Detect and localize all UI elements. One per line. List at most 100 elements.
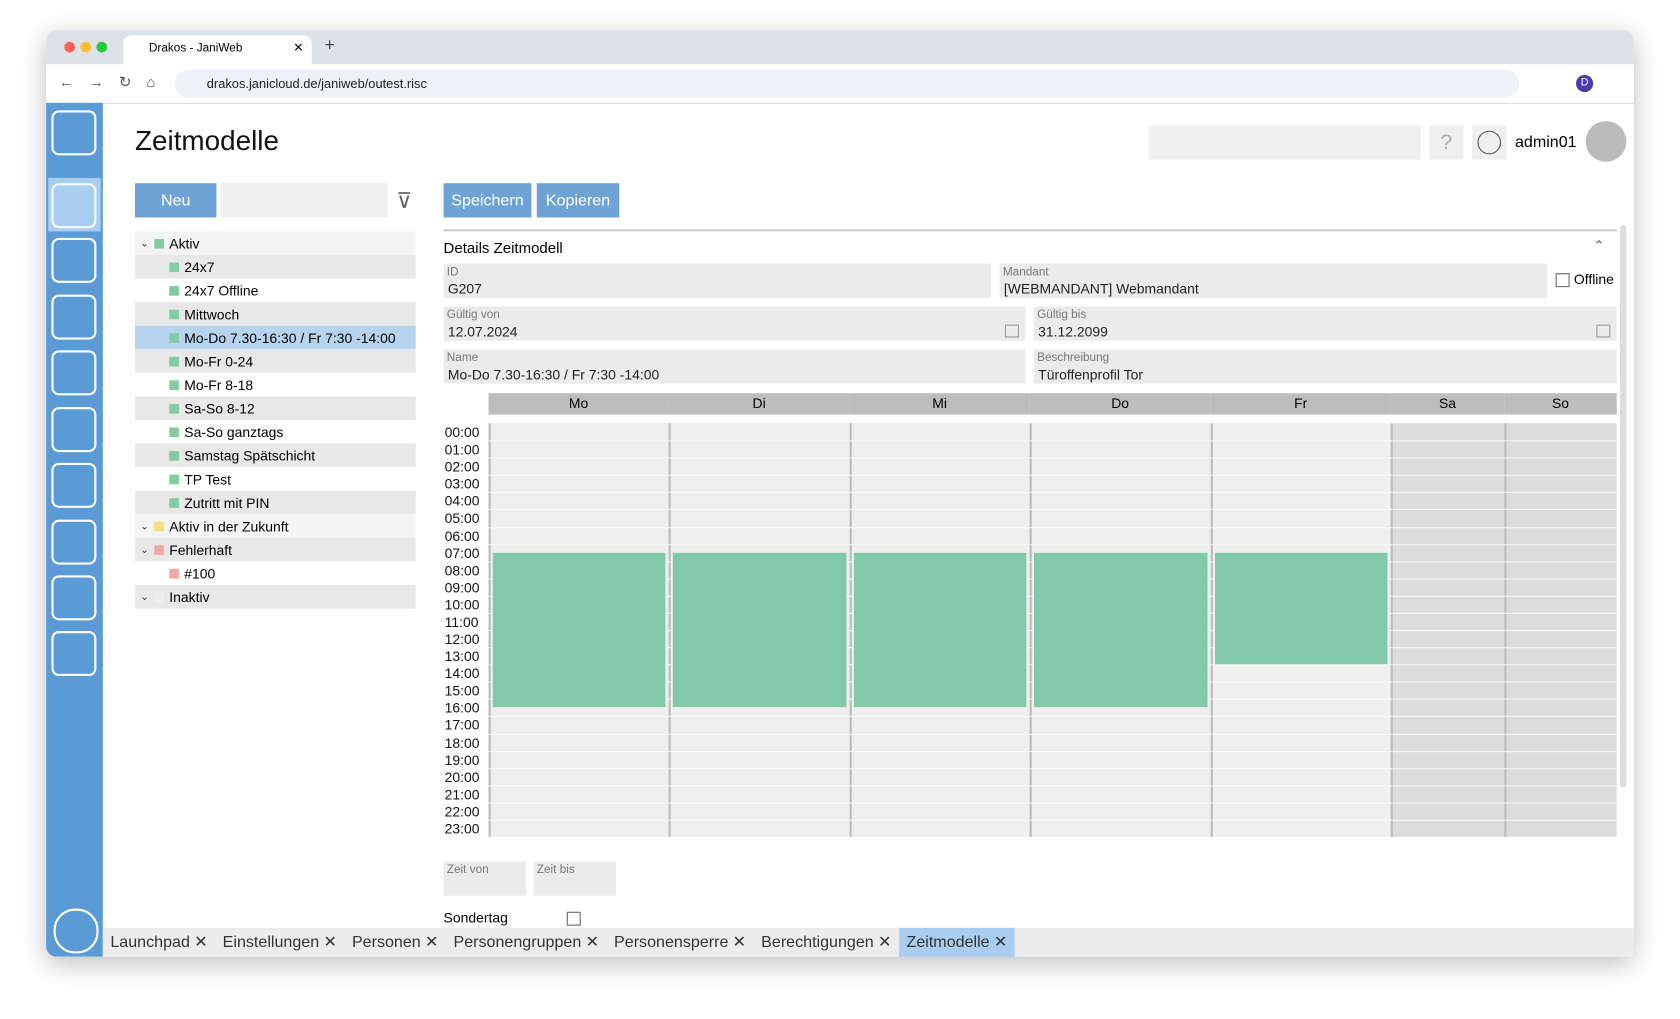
calendar-icon bbox=[1596, 324, 1611, 338]
hour-line bbox=[488, 492, 1617, 494]
day-header: Sa bbox=[1390, 393, 1505, 415]
nav-icon[interactable] bbox=[51, 183, 97, 229]
chevron[interactable]: ⌄ bbox=[140, 237, 150, 250]
special-checkbox[interactable] bbox=[566, 911, 581, 926]
offline-checkbox[interactable] bbox=[1555, 273, 1570, 288]
tree-group[interactable]: ⌄ Aktiv in der Zukunft bbox=[134, 514, 416, 538]
tree-item[interactable]: Sa-So ganztags bbox=[134, 419, 416, 444]
field[interactable]: ID G207 bbox=[443, 263, 992, 298]
tree-item[interactable]: Mo-Do 7.30-16:30 / Fr 7:30 -14:00 bbox=[134, 325, 416, 350]
new-tab[interactable]: + bbox=[324, 36, 335, 55]
tree-item[interactable]: Mittwoch bbox=[134, 302, 416, 326]
min-dot[interactable] bbox=[80, 41, 92, 53]
nav-icon[interactable] bbox=[51, 294, 97, 340]
nav-icon[interactable] bbox=[51, 110, 97, 156]
tab-close[interactable]: ✕ bbox=[585, 933, 600, 952]
tree-item[interactable]: Zutritt mit PIN bbox=[134, 490, 416, 515]
time-block[interactable] bbox=[1214, 552, 1388, 665]
nav-icon[interactable] bbox=[51, 519, 97, 565]
tree-item[interactable]: #100 bbox=[134, 561, 416, 585]
day-header: Di bbox=[668, 393, 850, 415]
time-block[interactable] bbox=[492, 552, 666, 708]
scrollbar bbox=[1619, 224, 1627, 788]
time-block[interactable] bbox=[853, 552, 1027, 708]
chevron[interactable]: ⌄ bbox=[140, 543, 150, 556]
field[interactable]: Gültig von 12.07.2024 bbox=[443, 306, 1026, 341]
time-block[interactable] bbox=[672, 552, 847, 708]
tree-item[interactable]: Samstag Spätschicht bbox=[134, 443, 416, 468]
tree-item[interactable]: 24x7 bbox=[134, 254, 416, 279]
tree-item[interactable]: Sa-So 8-12 bbox=[134, 396, 416, 420]
tab-close[interactable]: ✕ bbox=[732, 933, 747, 952]
status bbox=[154, 544, 164, 555]
tree-item[interactable]: 24x7 Offline bbox=[134, 278, 416, 303]
app-tab[interactable]: Personen ✕ bbox=[344, 928, 446, 957]
new-button[interactable]: Neu bbox=[134, 183, 217, 218]
field[interactable]: Beschreibung Türoffenprofil Tor bbox=[1033, 349, 1617, 384]
tree-item[interactable]: TP Test bbox=[134, 467, 416, 491]
tab-close[interactable]: ✕ bbox=[878, 933, 892, 952]
app-tab[interactable]: Personensperre ✕ bbox=[607, 928, 754, 957]
tree-item[interactable]: Mo-Fr 0-24 bbox=[134, 349, 416, 373]
app-tab[interactable]: Zeitmodelle ✕ bbox=[899, 927, 1015, 957]
time-label: Zeit bis bbox=[536, 863, 575, 877]
filter[interactable]: ⊽ bbox=[396, 189, 413, 214]
tab-close[interactable]: ✕ bbox=[993, 933, 1008, 952]
tree-search[interactable] bbox=[220, 183, 388, 218]
app-tab[interactable]: Launchpad ✕ bbox=[103, 928, 215, 957]
status bbox=[169, 261, 179, 272]
hour-label: 22:00 bbox=[444, 803, 480, 820]
browser-tab[interactable]: Drakos - JaniWeb ✕ bbox=[123, 35, 312, 65]
tab-label: Personengruppen bbox=[453, 933, 582, 952]
save-button[interactable]: Speichern bbox=[443, 183, 532, 218]
time-input[interactable]: Zeit bis bbox=[533, 861, 617, 896]
hour-label: 00:00 bbox=[444, 424, 480, 441]
tab-close[interactable]: ✕ bbox=[194, 933, 208, 952]
app-tab[interactable]: Einstellungen ✕ bbox=[215, 928, 344, 957]
time-input[interactable]: Zeit von bbox=[443, 861, 527, 896]
field[interactable]: Name Mo-Do 7.30-16:30 / Fr 7:30 -14:00 bbox=[443, 349, 1026, 384]
help[interactable]: ? bbox=[1429, 125, 1464, 160]
tab-label: Zeitmodelle bbox=[906, 933, 990, 952]
collapse[interactable]: ⌃ bbox=[1593, 237, 1605, 254]
app-tab[interactable]: Personengruppen ✕ bbox=[446, 928, 607, 957]
status bbox=[169, 356, 179, 366]
power[interactable] bbox=[53, 908, 99, 954]
max-dot[interactable] bbox=[96, 41, 108, 53]
copy-button[interactable]: Kopieren bbox=[536, 183, 620, 218]
offline-label: Offline bbox=[1573, 271, 1614, 288]
nav-icon[interactable] bbox=[51, 407, 97, 453]
tree-group[interactable]: ⌄ Aktiv bbox=[134, 231, 416, 255]
nav-icon[interactable] bbox=[51, 575, 97, 621]
field-value: Türoffenprofil Tor bbox=[1038, 366, 1143, 383]
tab-close[interactable]: ✕ bbox=[323, 933, 337, 952]
profile[interactable]: D bbox=[1576, 74, 1594, 93]
avatar[interactable] bbox=[1585, 121, 1627, 162]
nav-icon[interactable] bbox=[51, 350, 97, 396]
time-block[interactable] bbox=[1033, 552, 1208, 708]
chevron[interactable]: ⌄ bbox=[140, 590, 150, 603]
chevron[interactable]: ⌄ bbox=[140, 520, 150, 532]
field[interactable]: Mandant [WEBMANDANT] Webmandant bbox=[999, 263, 1548, 298]
tab-close[interactable]: ✕ bbox=[425, 933, 439, 952]
chat[interactable] bbox=[1472, 125, 1507, 160]
tree-group[interactable]: ⌄ Inaktiv bbox=[134, 584, 416, 609]
app-tab[interactable]: Berechtigungen ✕ bbox=[754, 928, 899, 957]
hour-label: 03:00 bbox=[444, 475, 480, 493]
nav-icon[interactable] bbox=[51, 462, 97, 508]
nav-icon[interactable] bbox=[51, 631, 97, 677]
tab-close[interactable]: ✕ bbox=[293, 41, 304, 55]
status bbox=[169, 568, 179, 579]
tree-item[interactable]: Mo-Fr 8-18 bbox=[134, 372, 416, 397]
field[interactable]: Gültig bis 31.12.2099 bbox=[1033, 306, 1617, 341]
search-box[interactable] bbox=[1148, 125, 1421, 160]
hour-label: 08:00 bbox=[444, 562, 480, 579]
tree-group[interactable]: ⌄ Fehlerhaft bbox=[134, 537, 416, 562]
close-dot[interactable] bbox=[64, 41, 75, 53]
divider bbox=[443, 229, 1617, 232]
field-value: G207 bbox=[447, 280, 482, 297]
tab-label: Personensperre bbox=[614, 933, 729, 952]
nav-buttons[interactable]: ←→↻⌂ bbox=[58, 72, 171, 90]
nav-icon[interactable] bbox=[51, 237, 97, 283]
url-field[interactable]: drakos.janicloud.de/janiweb/outest.risc bbox=[174, 69, 1520, 98]
